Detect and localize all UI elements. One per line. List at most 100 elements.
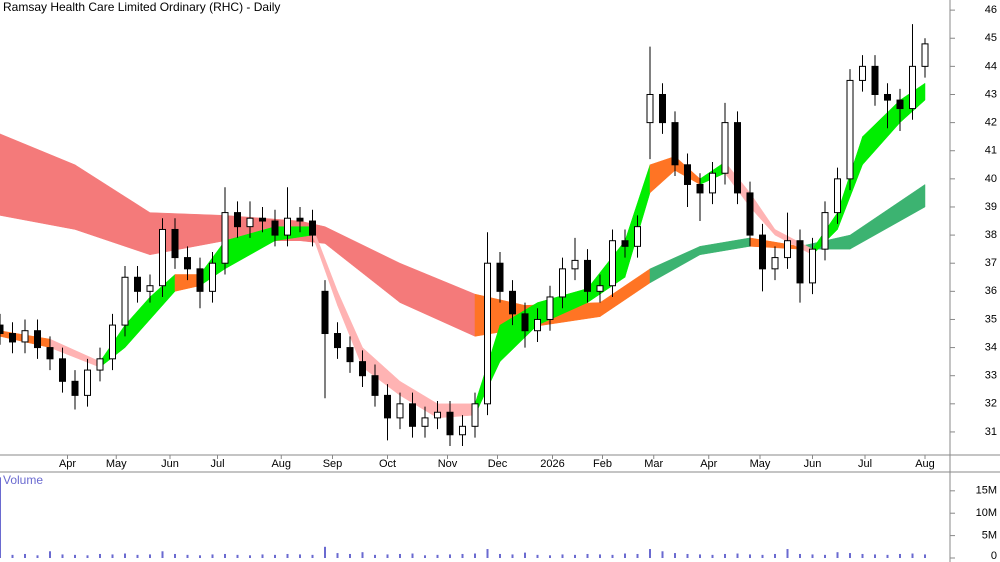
x-tick-label: Jul (858, 458, 872, 470)
candle-body (59, 358, 66, 382)
candle-body (171, 228, 179, 259)
volume-bar (74, 554, 76, 558)
candle-body (334, 333, 341, 349)
volume-label: Volume (3, 473, 43, 487)
volume-tick-label: 15M (976, 485, 997, 497)
candle-body (271, 220, 279, 236)
volume-bar (324, 546, 326, 558)
volume-tick-label: 5M (982, 530, 997, 542)
volume-bar (861, 553, 864, 558)
y-tick-label: 45 (985, 32, 997, 44)
ribbon-segment (437, 403, 476, 419)
ribbon-segment (849, 184, 926, 250)
candle-body (659, 93, 666, 124)
volume-bar (611, 554, 614, 558)
candle-body (471, 403, 479, 427)
candle-body (634, 226, 641, 247)
volume-bar (436, 554, 439, 558)
volume-bar (24, 553, 26, 558)
ribbon-segment (399, 380, 438, 419)
volume-bar (661, 551, 664, 558)
volume-bar (361, 552, 364, 558)
volume-bar (924, 554, 926, 558)
candle-body (284, 217, 291, 236)
candle-body (834, 178, 841, 214)
volume-bar (711, 554, 714, 558)
x-tick-label: Jun (161, 458, 179, 470)
candle-body (221, 212, 229, 264)
candle-body (409, 403, 416, 427)
volume-bar (224, 553, 226, 558)
volume-bar (536, 554, 539, 558)
candle-body (796, 240, 804, 284)
candle-body (371, 375, 379, 396)
x-tick-label: 2026 (540, 458, 564, 470)
volume-bar (349, 553, 351, 558)
candle-body (146, 285, 154, 292)
candle-body (584, 259, 591, 292)
candle-body (559, 268, 566, 298)
x-tick-label: Apr (700, 458, 717, 470)
y-tick-label: 34 (985, 341, 997, 353)
y-tick-label: 33 (985, 370, 997, 382)
x-tick-label: Mar (644, 458, 663, 470)
candle-body (546, 296, 554, 320)
candle-body (759, 234, 766, 270)
candle-body (871, 65, 879, 95)
candle-body (321, 290, 329, 335)
ribbon-segment (399, 262, 476, 337)
y-tick-label: 46 (985, 4, 997, 16)
y-tick-label: 42 (985, 117, 997, 129)
volume-bar (774, 553, 776, 558)
volume-bar (524, 552, 526, 558)
y-tick-label: 44 (985, 60, 997, 72)
x-tick-label: Aug (271, 458, 291, 470)
candle-body (909, 65, 916, 110)
volume-bar (236, 554, 239, 558)
volume-bar (561, 554, 564, 558)
volume-bar (449, 554, 451, 558)
candle-body (771, 257, 779, 270)
x-tick-label: May (750, 458, 771, 470)
volume-bar (211, 554, 214, 558)
x-tick-label: Nov (438, 458, 458, 470)
ribbon-segment (362, 347, 401, 396)
ribbon-segment (699, 237, 751, 256)
candle-body (9, 333, 16, 343)
x-tick-label: Aug (915, 458, 935, 470)
candle-body (159, 228, 166, 287)
candle-body (384, 394, 391, 419)
volume-bar (161, 551, 164, 558)
candle-body (484, 262, 491, 405)
volume-bar (136, 554, 139, 558)
ribbon-segment (649, 245, 701, 284)
volume-bar (49, 551, 51, 558)
ribbon-segment (649, 156, 676, 194)
candle-body (21, 330, 29, 343)
candle-body (259, 217, 266, 222)
candle-body (534, 318, 541, 332)
candle-body (196, 268, 204, 292)
volume-bar (724, 553, 726, 558)
candle-body (846, 79, 854, 180)
candle-body (346, 347, 354, 363)
candle-body (684, 164, 691, 185)
x-tick-label: Feb (593, 458, 612, 470)
candle-body (121, 276, 129, 326)
y-tick-label: 35 (985, 313, 997, 325)
candle-body (96, 358, 104, 371)
candle-body (209, 262, 216, 292)
volume-bar (811, 554, 814, 558)
candle-body (521, 313, 529, 332)
volume-bar (686, 553, 689, 558)
x-tick-label: Sep (323, 458, 343, 470)
volume-bar (11, 554, 14, 558)
volume-bar (586, 553, 589, 558)
chart-title: Ramsay Health Care Limited Ordinary (RHC… (3, 0, 280, 14)
volume-bar (874, 554, 876, 558)
volume-bar (399, 553, 401, 558)
volume-bar (299, 554, 301, 558)
candle-body (359, 361, 366, 377)
volume-bar (336, 553, 339, 558)
